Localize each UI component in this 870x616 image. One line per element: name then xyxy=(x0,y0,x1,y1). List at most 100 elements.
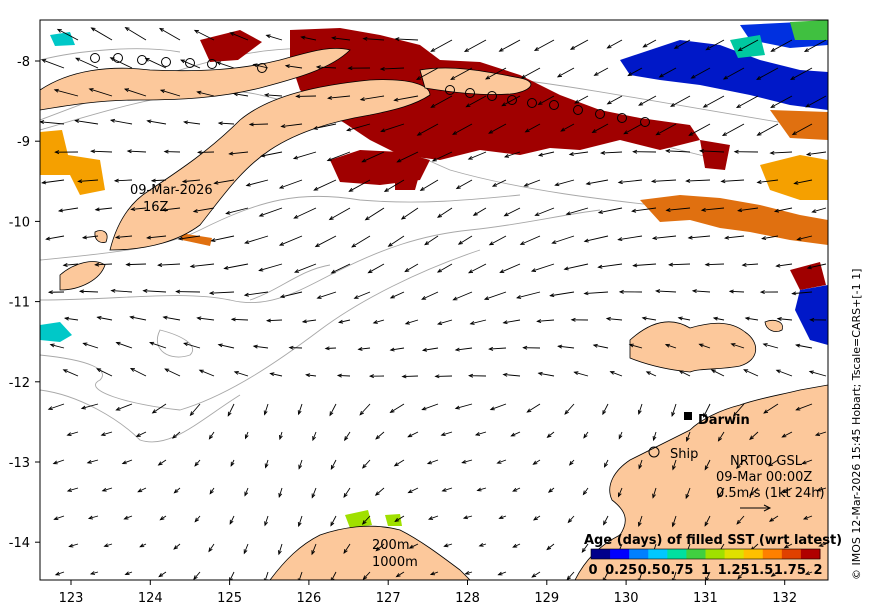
current-arrow xyxy=(407,487,419,494)
current-arrow xyxy=(151,403,167,414)
current-arrow xyxy=(603,459,609,468)
current-arrow xyxy=(704,515,711,527)
current-arrow xyxy=(421,347,439,352)
current-arrow xyxy=(177,235,201,241)
current-arrow xyxy=(284,64,303,69)
darwin-marker xyxy=(684,412,692,420)
current-arrow xyxy=(142,288,167,293)
current-arrow xyxy=(232,92,249,97)
current-arrow xyxy=(404,263,419,273)
current-arrow xyxy=(710,369,725,377)
current-arrow xyxy=(591,123,609,134)
current-arrow xyxy=(208,543,215,553)
current-arrow xyxy=(441,487,453,492)
current-arrow xyxy=(41,179,65,185)
current-arrow xyxy=(781,431,793,438)
current-arrow xyxy=(603,515,609,526)
current-arrow xyxy=(618,289,643,294)
current-arrow xyxy=(627,67,643,77)
current-arrow xyxy=(96,315,113,321)
current-arrow xyxy=(353,291,371,299)
current-arrow xyxy=(802,515,813,520)
current-arrow xyxy=(637,403,643,415)
current-arrow xyxy=(606,39,623,49)
current-arrow xyxy=(452,123,473,135)
current-arrow xyxy=(94,262,113,267)
current-arrow xyxy=(704,459,711,471)
current-arrow xyxy=(678,370,691,377)
current-arrow xyxy=(312,123,337,130)
current-arrow xyxy=(465,95,487,108)
current-arrow xyxy=(252,344,269,349)
depth-label-200m: 200m xyxy=(372,538,409,553)
current-arrow xyxy=(367,263,385,274)
current-arrow xyxy=(395,571,405,578)
current-arrow xyxy=(278,235,303,246)
colorbar-tick-label: 0 xyxy=(588,563,597,578)
longitude-axis: 123 124 125 126 127 128 129 130 131 132 xyxy=(59,580,797,606)
current-arrow xyxy=(374,487,385,496)
current-arrow xyxy=(503,207,521,217)
current-arrow xyxy=(144,57,167,69)
current-arrow xyxy=(173,487,181,494)
land-masses xyxy=(40,47,828,580)
current-arrow xyxy=(158,27,181,41)
lat-tick-label: -8 xyxy=(17,55,30,70)
current-arrow xyxy=(698,149,725,153)
small-island-east xyxy=(764,320,783,332)
info-line-2: 09-Mar 00:00Z xyxy=(716,470,812,485)
current-arrow xyxy=(732,403,745,417)
current-arrow xyxy=(396,151,419,163)
timor-island xyxy=(109,79,431,251)
current-arrow xyxy=(421,403,439,411)
current-arrow xyxy=(702,95,725,108)
current-arrow xyxy=(700,207,725,212)
current-arrow xyxy=(269,372,283,377)
current-arrow xyxy=(208,291,235,296)
current-arrow xyxy=(359,95,385,102)
current-arrow xyxy=(362,571,371,580)
current-arrow xyxy=(485,67,507,80)
current-arrow xyxy=(248,122,269,127)
current-arrow xyxy=(478,542,487,547)
current-arrow xyxy=(243,543,249,555)
current-arrow xyxy=(297,515,303,528)
current-arrow xyxy=(736,515,745,525)
current-arrow xyxy=(476,487,487,492)
current-arrow xyxy=(217,121,235,126)
current-arrow xyxy=(488,235,507,246)
current-arrow xyxy=(454,347,473,352)
current-arrow xyxy=(150,178,167,183)
current-arrow xyxy=(348,179,371,192)
current-arrow xyxy=(77,179,99,184)
current-arrow xyxy=(672,459,677,471)
current-arrow xyxy=(537,151,555,157)
lat-tick-label: -10 xyxy=(9,215,30,230)
current-arrow xyxy=(503,151,521,158)
current-arrow xyxy=(158,571,167,578)
wetar-island xyxy=(419,67,532,95)
current-arrow xyxy=(570,317,589,322)
current-arrow xyxy=(665,149,691,153)
sst-age-cyan-green xyxy=(40,20,828,528)
current-arrow xyxy=(756,123,779,136)
current-arrow xyxy=(347,66,371,71)
current-arrow xyxy=(115,403,133,411)
current-arrow xyxy=(632,149,657,154)
current-arrow xyxy=(801,459,813,465)
current-arrow xyxy=(440,431,453,437)
current-arrow xyxy=(361,151,385,163)
current-arrow xyxy=(171,431,181,439)
current-arrow xyxy=(568,459,575,466)
current-arrow xyxy=(605,316,623,321)
current-arrow xyxy=(464,570,473,575)
current-arrow xyxy=(768,459,779,467)
current-arrow xyxy=(227,403,235,417)
current-arrow xyxy=(300,35,317,41)
current-arrow xyxy=(81,235,99,240)
current-arrow xyxy=(372,319,385,324)
colorbar-cell xyxy=(591,549,611,559)
current-arrow xyxy=(343,543,351,554)
current-arrow xyxy=(198,369,215,377)
current-arrow xyxy=(623,123,643,135)
